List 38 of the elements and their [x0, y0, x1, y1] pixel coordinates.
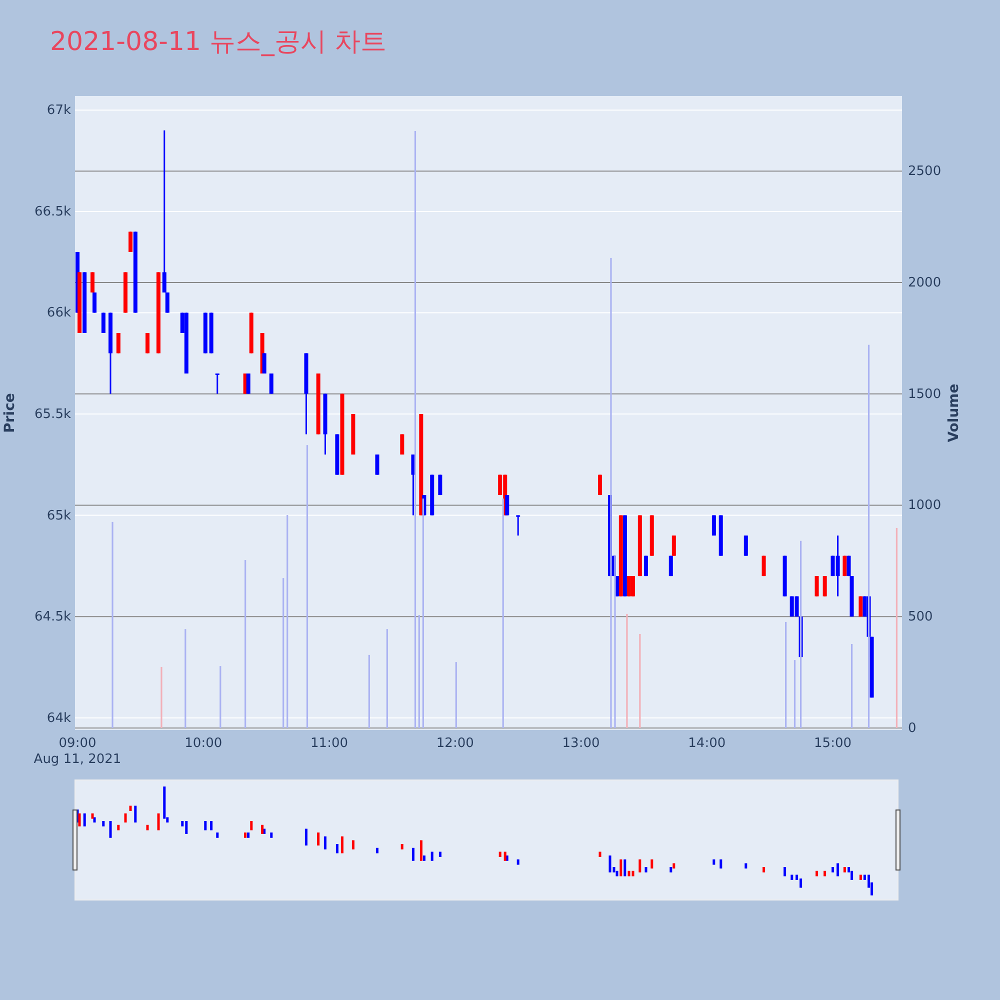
y-tick-label: 65k [46, 508, 72, 524]
x-tick-label: 15:00 [814, 736, 852, 751]
chart-title: 2021-08-11 뉴스_공시 차트 [50, 27, 387, 57]
text: Aug 11, 2021 [34, 752, 122, 767]
y2-axis-title: Volume [946, 384, 962, 442]
candlestick [672, 534, 676, 557]
y-axis-title: Price [2, 393, 18, 433]
y2-tick-label: 1000 [908, 498, 942, 514]
candlestick [505, 494, 510, 516]
x-tick-label: 09:00 [58, 736, 96, 751]
y-tick-label: 64k [46, 710, 72, 726]
y-tick-label: 67k [46, 103, 72, 118]
y2-tick-label: 0 [908, 720, 916, 736]
y-tick-label: 66k [46, 306, 72, 321]
candlestick [814, 575, 819, 598]
candlestick [626, 575, 631, 598]
candlestick [375, 454, 380, 476]
candlestick [262, 352, 266, 374]
y-tick-label: 66.5k [34, 204, 72, 220]
y2-tick-label: 1500 [908, 386, 942, 402]
x-tick-label: 13:00 [562, 736, 600, 751]
candlestick [101, 312, 106, 334]
candlestick [246, 372, 250, 395]
x-tick-label: 12:00 [436, 736, 474, 751]
candlestick [822, 575, 827, 598]
candlestick [215, 372, 220, 395]
y2-tick-label: 500 [908, 610, 933, 625]
y-tick-label: 65.5k [34, 407, 72, 422]
y2-tick-label: 2000 [908, 275, 942, 290]
candlestick [744, 534, 748, 557]
x-tick-label: 11:00 [310, 736, 348, 751]
x-tick-label: 14:00 [688, 736, 726, 751]
candlestick [516, 514, 520, 536]
x-tick-label: 10:00 [184, 736, 222, 751]
y-tick-label: 64.5k [34, 610, 72, 625]
candlestick [269, 372, 274, 395]
y2-tick-label: 2500 [908, 164, 942, 180]
candlestick [128, 230, 133, 253]
